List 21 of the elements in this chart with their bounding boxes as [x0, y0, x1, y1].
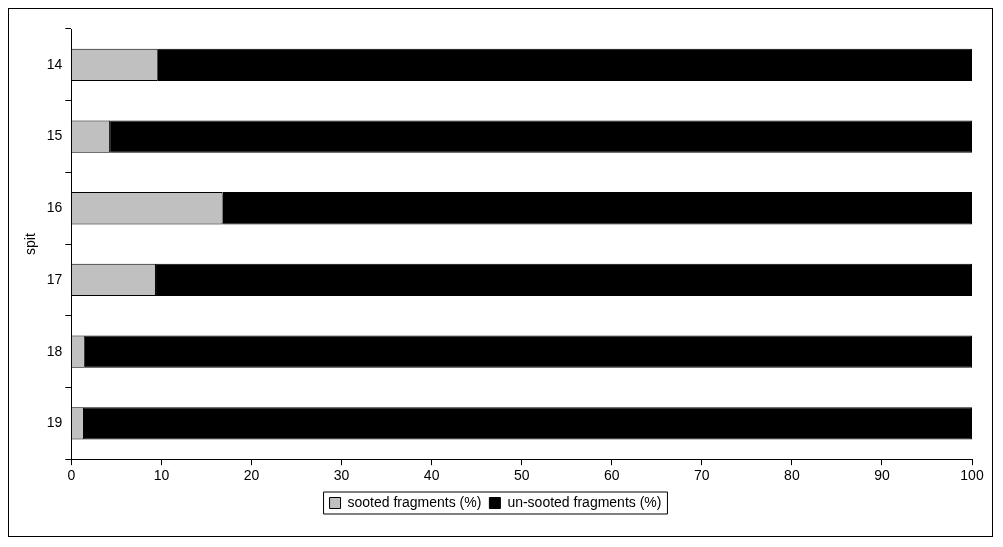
y-tick-label: 17 — [46, 270, 63, 287]
x-tick-label: 100 — [960, 467, 984, 484]
y-tick-label: 14 — [46, 55, 63, 72]
x-tick-label: 80 — [784, 467, 800, 484]
legend-label: un-sooted fragments (%) — [507, 493, 662, 510]
x-tick-label: 30 — [333, 467, 350, 484]
x-tick-label: 0 — [67, 467, 76, 484]
x-tick-label: 90 — [874, 467, 890, 484]
x-tick-label: 70 — [694, 467, 710, 484]
x-tick-label: 50 — [513, 467, 530, 484]
y-tick-label: 15 — [46, 127, 63, 144]
y-tick-label: 19 — [46, 414, 63, 431]
x-tick-label: 40 — [423, 467, 440, 484]
y-tick-label: 18 — [46, 342, 63, 359]
y-tick-label: 16 — [46, 199, 63, 216]
legend-label: sooted fragments (%) — [347, 493, 482, 510]
bar — [110, 120, 972, 153]
x-tick-label: 10 — [153, 467, 170, 484]
x-tick-label: 60 — [603, 467, 620, 484]
x-tick-label: 20 — [243, 467, 260, 484]
y-axis-title: spit — [22, 233, 39, 255]
